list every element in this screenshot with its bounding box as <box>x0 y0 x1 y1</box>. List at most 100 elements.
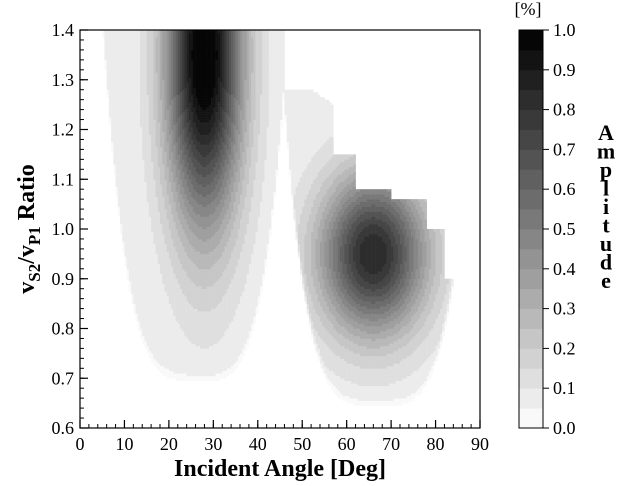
heatmap-cell <box>124 211 127 215</box>
heatmap-cell <box>168 221 172 225</box>
heatmap-cell <box>146 112 150 115</box>
heatmap-cell <box>164 286 167 289</box>
heatmap-cell <box>171 74 174 78</box>
heatmap-cell <box>182 348 185 352</box>
heatmap-cell <box>191 281 194 285</box>
heatmap-cell <box>171 92 174 95</box>
heatmap-cell <box>111 89 114 93</box>
heatmap-cell <box>126 139 130 143</box>
heatmap-cell <box>117 77 121 81</box>
heatmap-cell <box>180 226 183 230</box>
heatmap-cell <box>180 281 183 285</box>
heatmap-cell <box>166 258 170 262</box>
heatmap-cell <box>164 54 167 58</box>
heatmap-cell <box>171 37 174 41</box>
heatmap-cell <box>191 169 194 173</box>
heatmap-cell <box>126 136 130 140</box>
heatmap-cell <box>111 104 114 108</box>
heatmap-cell <box>173 69 176 73</box>
heatmap-cell <box>184 348 187 352</box>
heatmap-cell <box>160 117 163 120</box>
heatmap-cell <box>111 39 114 43</box>
heatmap-cell <box>160 278 163 282</box>
heatmap-cell <box>171 323 174 327</box>
heatmap-cell <box>177 74 181 78</box>
heatmap-cell <box>197 166 201 170</box>
heatmap-cell <box>122 236 125 240</box>
heatmap-cell <box>126 266 130 270</box>
heatmap-cell <box>186 92 190 95</box>
heatmap-cell <box>193 258 196 262</box>
heatmap-cell <box>104 67 107 71</box>
heatmap-cell <box>137 204 141 207</box>
heatmap-cell <box>164 57 167 61</box>
heatmap-cell <box>184 311 187 314</box>
heatmap-cell <box>128 87 132 90</box>
heatmap-cell <box>142 169 145 173</box>
heatmap-cell <box>153 278 156 282</box>
heatmap-cell <box>153 326 156 329</box>
heatmap-cell <box>155 42 159 46</box>
heatmap-cell <box>117 169 121 173</box>
heatmap-cell <box>188 278 192 282</box>
heatmap-cell <box>188 184 192 188</box>
heatmap-cell <box>177 144 181 148</box>
heatmap-cell <box>108 102 112 105</box>
heatmap-cell <box>157 335 161 339</box>
heatmap-cell <box>146 99 150 103</box>
heatmap-cell <box>135 154 139 158</box>
heatmap-cell <box>171 231 174 235</box>
heatmap-cell <box>133 189 136 192</box>
heatmap-cell <box>140 201 143 205</box>
heatmap-cell <box>175 34 179 38</box>
heatmap-cell <box>184 161 187 165</box>
heatmap-cell <box>153 87 156 90</box>
heatmap-cell <box>117 44 121 48</box>
heatmap-cell <box>177 323 181 327</box>
heatmap-cell <box>140 219 143 222</box>
heatmap-cell <box>188 69 192 73</box>
heatmap-cell <box>182 69 185 73</box>
heatmap-cell <box>144 266 147 270</box>
heatmap-cell <box>148 37 152 41</box>
heatmap-cell <box>146 117 150 120</box>
heatmap-cell <box>142 102 145 105</box>
heatmap-cell <box>133 32 136 36</box>
heatmap-cell <box>160 365 163 369</box>
heatmap-cell <box>160 273 163 277</box>
heatmap-cell <box>168 338 172 342</box>
heatmap-cell <box>155 34 159 38</box>
heatmap-cell <box>166 114 170 118</box>
heatmap-cell <box>135 256 139 260</box>
heatmap-cell <box>148 348 152 352</box>
heatmap-cell <box>197 204 201 207</box>
heatmap-cell <box>197 201 201 205</box>
heatmap-cell <box>160 268 163 272</box>
heatmap-cell <box>168 286 172 289</box>
heatmap-cell <box>137 263 141 267</box>
heatmap-cell <box>137 107 141 110</box>
heatmap-cell <box>162 131 165 135</box>
heatmap-cell <box>144 243 147 247</box>
heatmap-cell <box>191 117 194 120</box>
heatmap-cell <box>168 151 172 155</box>
heatmap-cell <box>140 146 143 150</box>
heatmap-cell <box>146 181 150 185</box>
heatmap-cell <box>193 348 196 352</box>
heatmap-cell <box>151 328 154 332</box>
heatmap-cell <box>184 330 187 334</box>
heatmap-cell <box>173 253 176 257</box>
heatmap-cell <box>140 330 143 334</box>
heatmap-cell <box>146 82 150 86</box>
heatmap-cell <box>153 214 156 217</box>
heatmap-cell <box>184 256 187 260</box>
heatmap-cell <box>186 114 190 118</box>
heatmap-cell <box>144 49 147 53</box>
heatmap-cell <box>164 42 167 46</box>
heatmap-cell <box>182 189 185 192</box>
heatmap-cell <box>188 340 192 344</box>
heatmap-cell <box>184 258 187 262</box>
heatmap-cell <box>191 144 194 148</box>
heatmap-cell <box>182 368 185 372</box>
heatmap-cell <box>164 156 167 160</box>
